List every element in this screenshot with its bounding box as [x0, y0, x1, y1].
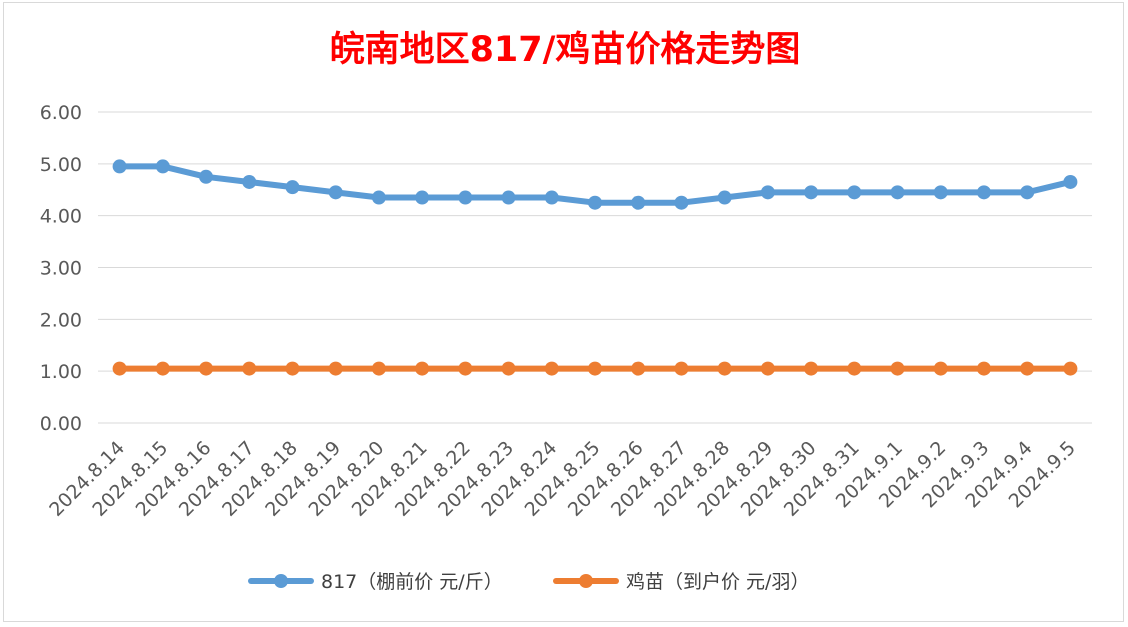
data-point	[976, 361, 991, 376]
data-point	[371, 190, 386, 205]
series-2	[112, 361, 1078, 376]
data-point	[588, 195, 602, 210]
data-point	[631, 361, 646, 376]
data-point	[242, 174, 257, 189]
data-point	[847, 185, 862, 200]
data-point	[285, 180, 300, 195]
data-point	[760, 185, 775, 200]
data-point	[674, 361, 689, 376]
chart-area: 皖南地区817/鸡苗价格走势图 0.00 1.00 2.00 3.00 4.00 5.00…	[3, 2, 1124, 622]
data-point	[458, 190, 473, 205]
y-tick-label: 5.00	[40, 154, 82, 176]
data-point	[242, 361, 257, 376]
data-point	[415, 361, 430, 376]
y-tick-label: 3.00	[40, 258, 82, 280]
y-tick-label: 1.00	[40, 361, 82, 383]
data-point	[112, 361, 127, 376]
data-point	[328, 361, 343, 376]
legend-label: 鸡苗（到户价 元/羽）	[626, 571, 809, 593]
data-point	[717, 361, 732, 376]
data-point	[199, 169, 214, 184]
data-point	[631, 195, 646, 210]
data-point	[760, 361, 775, 376]
data-point	[847, 361, 862, 376]
line-chart: 皖南地区817/鸡苗价格走势图 0.00 1.00 2.00 3.00 4.00 5.00…	[40, 30, 1092, 593]
data-point	[155, 159, 170, 174]
data-point	[415, 190, 430, 205]
series-lines	[112, 159, 1078, 376]
data-point	[933, 185, 948, 200]
legend: 817（棚前价 元/斤） 鸡苗（到户价 元/羽）	[248, 571, 809, 593]
legend-label: 817（棚前价 元/斤）	[321, 571, 503, 593]
data-point	[501, 190, 516, 205]
data-point	[328, 185, 343, 200]
data-point	[588, 361, 602, 376]
data-point	[674, 195, 689, 210]
data-point	[458, 361, 473, 376]
y-axis-ticks: 0.00 1.00 2.00 3.00 4.00 5.00 6.00	[40, 102, 82, 435]
y-tick-label: 4.00	[40, 206, 82, 228]
gridlines	[98, 111, 1092, 424]
y-tick-label: 6.00	[40, 102, 82, 124]
legend-marker	[274, 574, 288, 588]
data-point	[804, 185, 819, 200]
chart-title: 皖南地区817/鸡苗价格走势图	[330, 30, 801, 70]
data-point	[1063, 174, 1078, 189]
data-point	[371, 361, 386, 376]
data-point	[501, 361, 516, 376]
data-point	[285, 361, 300, 376]
data-point	[544, 190, 559, 205]
y-tick-label: 2.00	[40, 309, 82, 331]
data-point	[976, 185, 991, 200]
data-point	[1063, 361, 1078, 376]
legend-marker	[579, 574, 593, 588]
data-point	[717, 190, 732, 205]
data-point	[155, 361, 170, 376]
series-1	[112, 159, 1078, 210]
x-axis-ticks: 2024.8.142024.8.152024.8.162024.8.172024…	[45, 437, 1080, 521]
data-point	[544, 361, 559, 376]
data-point	[112, 159, 127, 174]
data-point	[1020, 185, 1035, 200]
y-tick-label: 0.00	[40, 413, 82, 435]
data-point	[199, 361, 214, 376]
data-point	[890, 361, 905, 376]
data-point	[804, 361, 819, 376]
data-point	[1020, 361, 1035, 376]
data-point	[890, 185, 905, 200]
data-point	[933, 361, 948, 376]
